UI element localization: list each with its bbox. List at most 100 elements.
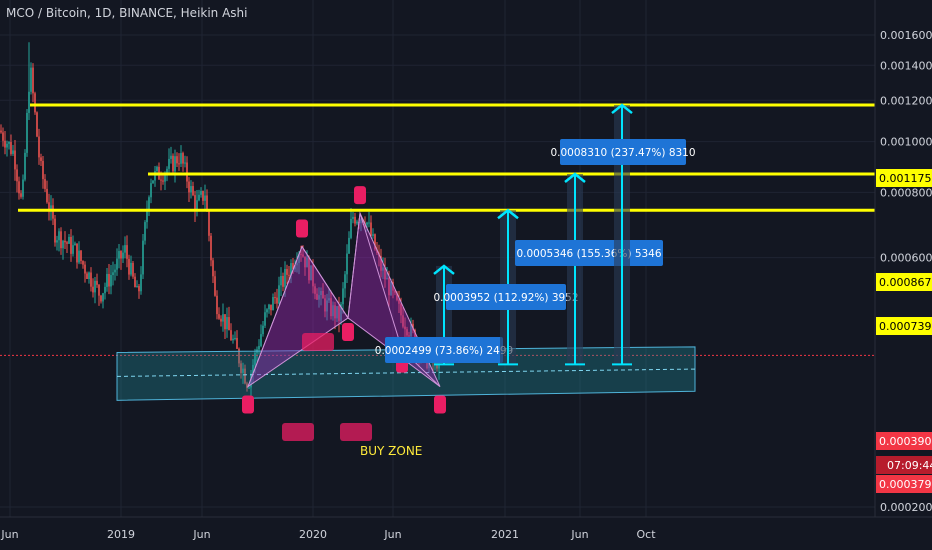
candle-body (338, 306, 340, 321)
candle-body (366, 222, 368, 225)
target-arrow-head (564, 172, 586, 184)
price-tag-label: 07:09:44 (887, 459, 932, 472)
candle-body (332, 305, 334, 317)
pattern-ratio-box (340, 423, 372, 441)
candle-body (84, 264, 86, 274)
candle-body (284, 269, 286, 287)
pattern-point-marker (354, 186, 366, 205)
target-arrows[interactable]: 0.0002499 (73.86%) 2499 0.0003952 (112.92… (375, 103, 696, 366)
time-tick-label: 2020 (299, 528, 327, 541)
candle-body (74, 243, 76, 246)
candle-body (118, 251, 120, 259)
candle-body (68, 236, 70, 244)
candle-body (4, 140, 6, 148)
candle-body (196, 200, 198, 212)
candle-body (206, 195, 208, 212)
time-axis[interactable]: Jun 2019 Jun 2020 Jun 2021 Jun Oct (0, 516, 932, 541)
candle-body (342, 288, 344, 305)
candle-body (144, 222, 146, 241)
candle-body (360, 219, 362, 224)
candle-body (156, 166, 158, 172)
candle-body (90, 272, 92, 287)
price-tag-bg (876, 456, 932, 474)
candle-body (30, 67, 32, 92)
candle-body (82, 260, 84, 265)
candle-body (62, 240, 64, 249)
candle-body (52, 205, 54, 219)
time-tick-label: 2021 (491, 528, 519, 541)
candle-body (110, 275, 112, 287)
candle-body (370, 222, 372, 236)
candle-body (116, 258, 118, 270)
candle-body (312, 265, 314, 287)
candle-body (314, 286, 316, 294)
candle-body (218, 314, 220, 319)
target-arrow-head (433, 264, 455, 275)
candle-body (106, 273, 108, 287)
candle-body (128, 258, 130, 275)
candle-body (274, 297, 276, 299)
candle-body (252, 364, 254, 374)
candle-body (72, 245, 74, 254)
candle-body (340, 304, 342, 321)
candle-body (24, 152, 26, 180)
candle-body (228, 317, 230, 331)
candle-body (26, 112, 28, 153)
candle-body (216, 295, 218, 315)
candle-body (326, 300, 328, 312)
candle-body (172, 155, 174, 172)
candle-body (20, 193, 22, 197)
candle-body (402, 315, 404, 327)
pattern-ratio-box (282, 423, 314, 441)
candle-body (188, 181, 190, 193)
candle-body (40, 157, 42, 161)
candle-body (134, 276, 136, 288)
candle-body (108, 273, 110, 287)
candle-body (140, 274, 142, 292)
candle-body (152, 180, 154, 184)
target-label: 0.0005346 (155.36%) 5346 (516, 248, 661, 260)
candle-body (244, 368, 246, 384)
candle-body (346, 253, 348, 275)
candle-body (184, 162, 186, 164)
target-label: 0.0002499 (73.86%) 2499 (375, 345, 513, 357)
candle-body (166, 168, 168, 174)
candle-body (14, 150, 16, 170)
candle-body (18, 181, 20, 194)
candle-body (344, 274, 346, 289)
price-axis[interactable]: 0.00160000.00140000.00100000.00080000.00… (874, 0, 932, 517)
price-tag-bg (876, 169, 932, 187)
candle-body (142, 240, 144, 275)
time-tick-label: Jun (383, 528, 401, 541)
chart-title: MCO / Bitcoin, 1D, BINANCE, Heikin Ashi (6, 6, 248, 20)
candle-body (78, 250, 80, 263)
candle-body (6, 143, 8, 148)
candle-body (266, 309, 268, 313)
candle-body (178, 163, 180, 165)
candle-body (34, 93, 36, 113)
candle-body (354, 216, 356, 224)
candle-body (384, 267, 386, 280)
candle-body (280, 275, 282, 286)
price-tag-bg (876, 273, 932, 291)
candle-body (112, 272, 114, 276)
candle-body (170, 155, 172, 159)
target-label-box (560, 139, 686, 165)
time-tick-label: 2019 (107, 528, 135, 541)
candle-body (270, 304, 272, 311)
candle-body (80, 250, 82, 261)
candle-body (236, 337, 238, 349)
candle-body (320, 290, 322, 296)
target-arrow-head (611, 103, 633, 115)
candle-body (406, 329, 408, 336)
candle-body (124, 245, 126, 253)
candle-body (404, 326, 406, 330)
candle-body (64, 240, 66, 243)
candle-body (122, 252, 124, 259)
price-tag-label: 0.0008672 (879, 276, 932, 289)
candle-body (94, 280, 96, 293)
